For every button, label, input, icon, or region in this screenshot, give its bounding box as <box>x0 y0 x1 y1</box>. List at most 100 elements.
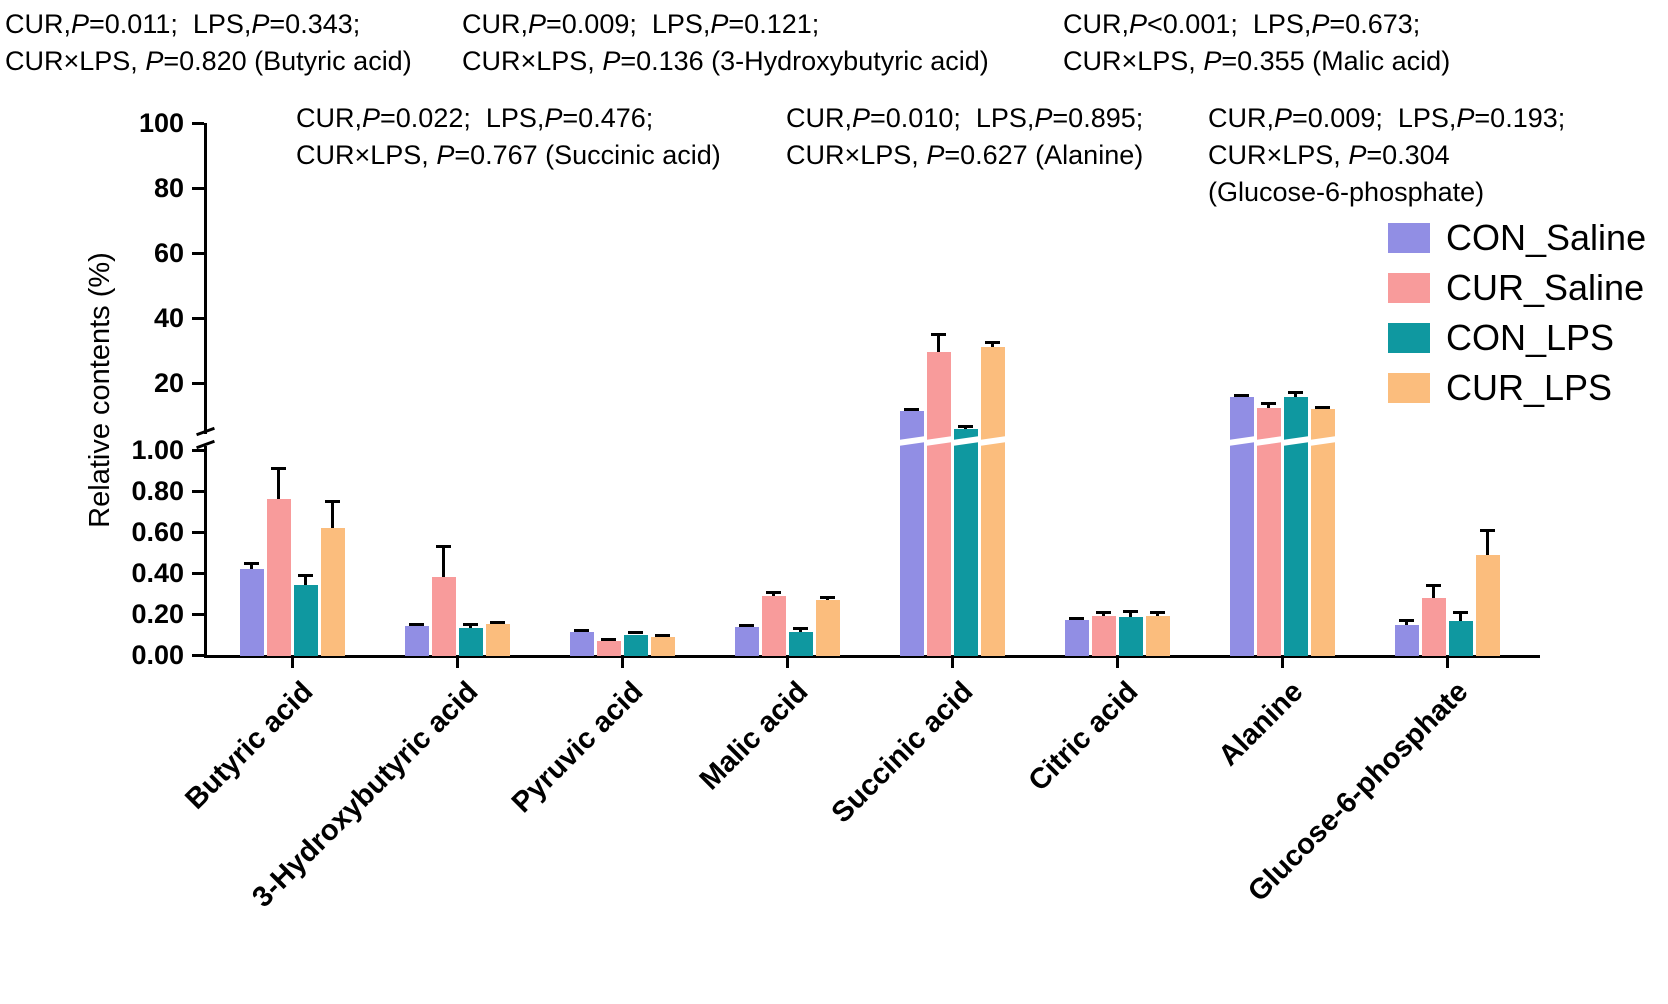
y-tick <box>192 122 204 125</box>
y-tick <box>192 613 204 616</box>
x-axis <box>204 655 1540 658</box>
bar <box>953 428 978 656</box>
error-bar-cap <box>985 341 1000 345</box>
bar <box>623 634 648 656</box>
pvalue-line: CUR,P<0.001; LPS,P=0.673; <box>1063 9 1421 39</box>
error-bar-cap <box>904 407 919 411</box>
y-tick-label: 0.40 <box>131 558 184 588</box>
x-tick <box>1116 658 1119 668</box>
error-bar-cap <box>1123 609 1138 613</box>
y-tick-label: 100 <box>138 108 184 138</box>
x-category-label: 3-Hydroxybutyric acid <box>246 675 485 914</box>
pvalue-annotation: CUR,P=0.009; LPS,P=0.193; CUR×LPS, P=0.30… <box>1208 100 1565 211</box>
error-bar-cap <box>463 623 478 627</box>
error-bar-cap <box>574 628 589 632</box>
pvalue-annotation: CUR,P=0.009; LPS,P=0.121; CUR×LPS, P=0.13… <box>462 6 989 80</box>
error-bar-line <box>469 624 472 629</box>
y-tick <box>192 187 204 190</box>
y-tick <box>192 531 204 534</box>
legend-item: CON_LPS <box>1388 316 1614 360</box>
error-bar-cap <box>409 622 424 626</box>
error-bar-line <box>1486 529 1489 555</box>
error-bar-line <box>250 562 253 569</box>
x-tick <box>456 658 459 668</box>
pvalue-line: CUR×LPS, P=0.355 (Malic acid) <box>1063 46 1451 76</box>
bar <box>1256 407 1281 656</box>
legend-label: CON_LPS <box>1446 317 1615 358</box>
error-bar-line <box>1459 611 1462 622</box>
pvalue-annotation: CUR,P=0.011; LPS,P=0.343; CUR×LPS, P=0.82… <box>5 6 412 80</box>
error-bar-line <box>442 546 445 578</box>
error-bar-cap <box>1399 619 1414 623</box>
error-bar-cap <box>793 627 808 631</box>
error-bar-line <box>1267 403 1270 408</box>
bar <box>1421 597 1446 656</box>
bar <box>485 624 510 656</box>
pvalue-line: CUR,P=0.011; LPS,P=0.343; <box>5 9 361 39</box>
bar <box>1448 621 1473 656</box>
error-bar-cap <box>271 467 286 471</box>
x-category-label: Alanine <box>1212 675 1310 773</box>
y-tick <box>192 252 204 255</box>
bar <box>596 640 621 656</box>
error-bar-cap <box>820 595 835 599</box>
y-tick-label: 20 <box>153 368 184 398</box>
bar <box>761 595 786 656</box>
bar <box>431 577 456 656</box>
error-bar-line <box>991 342 994 348</box>
error-bar-line <box>937 334 940 353</box>
error-bar-line <box>1102 611 1105 617</box>
y-tick-label: 1.00 <box>131 435 184 465</box>
y-tick <box>192 449 204 452</box>
error-bar-line <box>1129 610 1132 618</box>
pvalue-annotation: CUR,P=0.022; LPS,P=0.476; CUR×LPS, P=0.76… <box>296 100 721 174</box>
x-tick <box>1446 658 1449 668</box>
y-tick-label: 0.60 <box>131 517 184 547</box>
error-bar-cap <box>931 333 946 337</box>
pvalue-line: CUR×LPS, P=0.820 (Butyric acid) <box>5 46 412 76</box>
y-tick-label: 80 <box>153 173 184 203</box>
bar <box>1145 616 1170 656</box>
error-bar-cap <box>601 638 616 641</box>
y-tick <box>192 490 204 493</box>
legend-swatch <box>1388 273 1430 303</box>
error-bar-cap <box>1426 584 1441 588</box>
error-bar-line <box>277 468 280 500</box>
y-tick-label: 0.80 <box>131 476 184 506</box>
bar <box>293 585 318 656</box>
error-bar-cap <box>739 623 754 627</box>
x-tick <box>786 658 789 668</box>
pvalue-line: CUR×LPS, P=0.767 (Succinic acid) <box>296 140 721 170</box>
x-tick <box>951 658 954 668</box>
pvalue-line: CUR,P=0.022; LPS,P=0.476; <box>296 103 654 133</box>
legend-swatch <box>1388 373 1430 403</box>
pvalue-line: CUR,P=0.010; LPS,P=0.895; <box>786 103 1144 133</box>
pvalue-line: CUR,P=0.009; LPS,P=0.193; <box>1208 103 1566 133</box>
bar <box>1394 625 1419 656</box>
bar <box>266 499 291 656</box>
bar <box>1475 554 1500 656</box>
pvalue-line: CUR×LPS, P=0.136 (3-Hydroxybutyric acid) <box>462 46 989 76</box>
error-bar-line <box>1405 620 1408 626</box>
bar <box>239 568 264 656</box>
error-bar-line <box>304 575 307 586</box>
y-axis-upper-segment <box>204 123 207 434</box>
error-bar-cap <box>490 620 505 624</box>
error-bar-cap <box>1261 402 1276 406</box>
error-bar-line <box>799 628 802 633</box>
error-bar-cap <box>1096 610 1111 614</box>
pvalue-line: CUR,P=0.009; LPS,P=0.121; <box>462 9 820 39</box>
error-bar-cap <box>628 631 643 635</box>
bar <box>1310 409 1335 656</box>
bar <box>980 347 1005 656</box>
error-bar-cap <box>1480 528 1495 532</box>
legend-label: CUR_Saline <box>1446 267 1645 308</box>
x-tick <box>1281 658 1284 668</box>
bar <box>926 352 951 656</box>
legend-label: CUR_LPS <box>1446 367 1613 408</box>
pvalue-line: (Glucose-6-phosphate) <box>1208 177 1485 207</box>
error-bar-line <box>1432 585 1435 598</box>
error-bar-cap <box>655 633 670 637</box>
bar <box>1118 617 1143 656</box>
